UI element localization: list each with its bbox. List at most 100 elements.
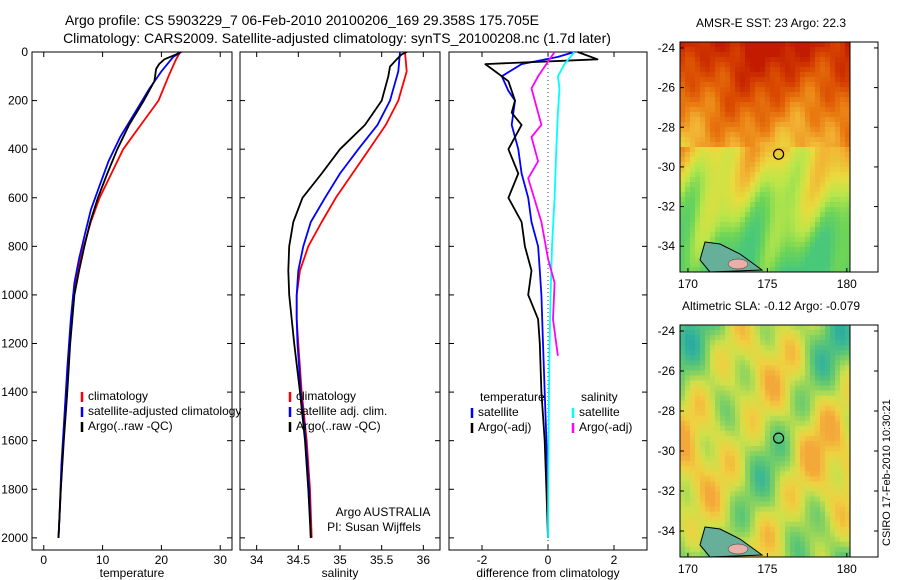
- salinity-panel: 34 34.5 35 35.5 36salinityclimatologysatelli…: [240, 51, 440, 580]
- map-cell: [760, 481, 766, 487]
- map-cell: [760, 217, 766, 223]
- map-cell: [845, 197, 850, 203]
- map-cell: [815, 385, 821, 392]
- map-cell: [815, 375, 821, 382]
- map-cell: [695, 325, 701, 331]
- map-cell: [760, 466, 766, 472]
- map-cell: [825, 481, 831, 487]
- map-cell: [750, 375, 756, 382]
- map-cell: [710, 425, 716, 432]
- map-cell: [730, 87, 736, 93]
- map-cell: [710, 107, 716, 113]
- map-cell: [815, 330, 821, 336]
- map-cell: [700, 142, 706, 148]
- map-cell: [710, 370, 716, 377]
- map-cell: [710, 192, 716, 198]
- map-cell: [750, 380, 756, 387]
- map-cell: [825, 147, 831, 153]
- map-cell: [715, 217, 721, 223]
- map-cell: [840, 461, 846, 467]
- map-cell: [780, 87, 786, 93]
- map-cell: [840, 360, 846, 366]
- map-cell: [750, 102, 756, 108]
- map-cell: [835, 77, 841, 83]
- map-cell: [750, 360, 756, 366]
- map-cell: [810, 252, 816, 258]
- map-cell: [760, 541, 766, 548]
- map-cell: [730, 142, 736, 148]
- map-cell: [760, 516, 766, 523]
- map-cell: [825, 451, 831, 457]
- map-cell: [770, 172, 776, 178]
- map-cell: [760, 102, 766, 108]
- map-cell: [800, 451, 806, 457]
- map-cell: [695, 237, 701, 243]
- map-cell: [820, 430, 826, 437]
- map-cell: [690, 486, 696, 493]
- map-cell: [795, 526, 801, 533]
- map-cell: [820, 52, 826, 58]
- map-cell: [795, 107, 801, 113]
- map-cell: [745, 67, 751, 73]
- map-cell: [845, 222, 850, 228]
- map-cell: [680, 97, 686, 103]
- map-cell: [835, 207, 841, 213]
- map-cell: [715, 87, 721, 93]
- depth-tick-label: 400: [8, 142, 28, 156]
- map-cell: [725, 481, 731, 487]
- map-cell: [790, 242, 796, 248]
- map-cell: [750, 400, 756, 407]
- map-cell: [735, 330, 741, 336]
- map-cell: [740, 536, 746, 543]
- map-cell: [775, 481, 781, 487]
- depth-tick-label: 1200: [1, 337, 28, 351]
- map-cell: [685, 42, 691, 48]
- map-cell: [740, 405, 746, 412]
- map-cell: [780, 192, 786, 198]
- map-cell: [825, 262, 831, 268]
- map-cell: [775, 177, 781, 183]
- map-cell: [690, 325, 696, 331]
- map-cell: [830, 67, 836, 73]
- map-cell: [770, 486, 776, 493]
- map-cell: [700, 222, 706, 228]
- map-cell: [745, 410, 751, 417]
- map-cell: [840, 182, 846, 188]
- map-cell: [775, 162, 781, 168]
- map-cell: [680, 486, 686, 493]
- map-cell: [760, 405, 766, 412]
- map-cell: [825, 471, 831, 477]
- map-cell: [825, 162, 831, 168]
- map-cell: [835, 531, 841, 538]
- map-cell: [775, 536, 781, 543]
- map-cell: [810, 471, 816, 477]
- map-cell: [825, 536, 831, 543]
- map-cell: [800, 365, 806, 371]
- map-cell: [795, 147, 801, 153]
- map-cell: [800, 466, 806, 472]
- sla-map-ytick-label: -32: [658, 484, 676, 498]
- map-cell: [795, 486, 801, 493]
- map-cell: [815, 82, 821, 88]
- map-cell: [830, 446, 836, 452]
- map-cell: [805, 232, 811, 238]
- map-cell: [725, 420, 731, 427]
- map-cell: [830, 197, 836, 203]
- sst-map-ytick-label: -30: [658, 160, 676, 174]
- map-cell: [845, 410, 850, 417]
- map-cell: [725, 222, 731, 228]
- map-cell: [775, 212, 781, 218]
- map-cell: [745, 192, 751, 198]
- map-cell: [785, 252, 791, 258]
- map-cell: [770, 262, 776, 268]
- sst-map-ytick-label: -26: [658, 81, 676, 95]
- map-cell: [720, 127, 726, 133]
- map-cell: [725, 167, 731, 173]
- map-cell: [750, 345, 756, 351]
- map-cell: [750, 257, 756, 263]
- map-cell: [735, 446, 741, 452]
- map-cell: [840, 410, 846, 417]
- map-cell: [680, 385, 686, 392]
- map-cell: [735, 325, 741, 331]
- map-cell: [765, 42, 771, 48]
